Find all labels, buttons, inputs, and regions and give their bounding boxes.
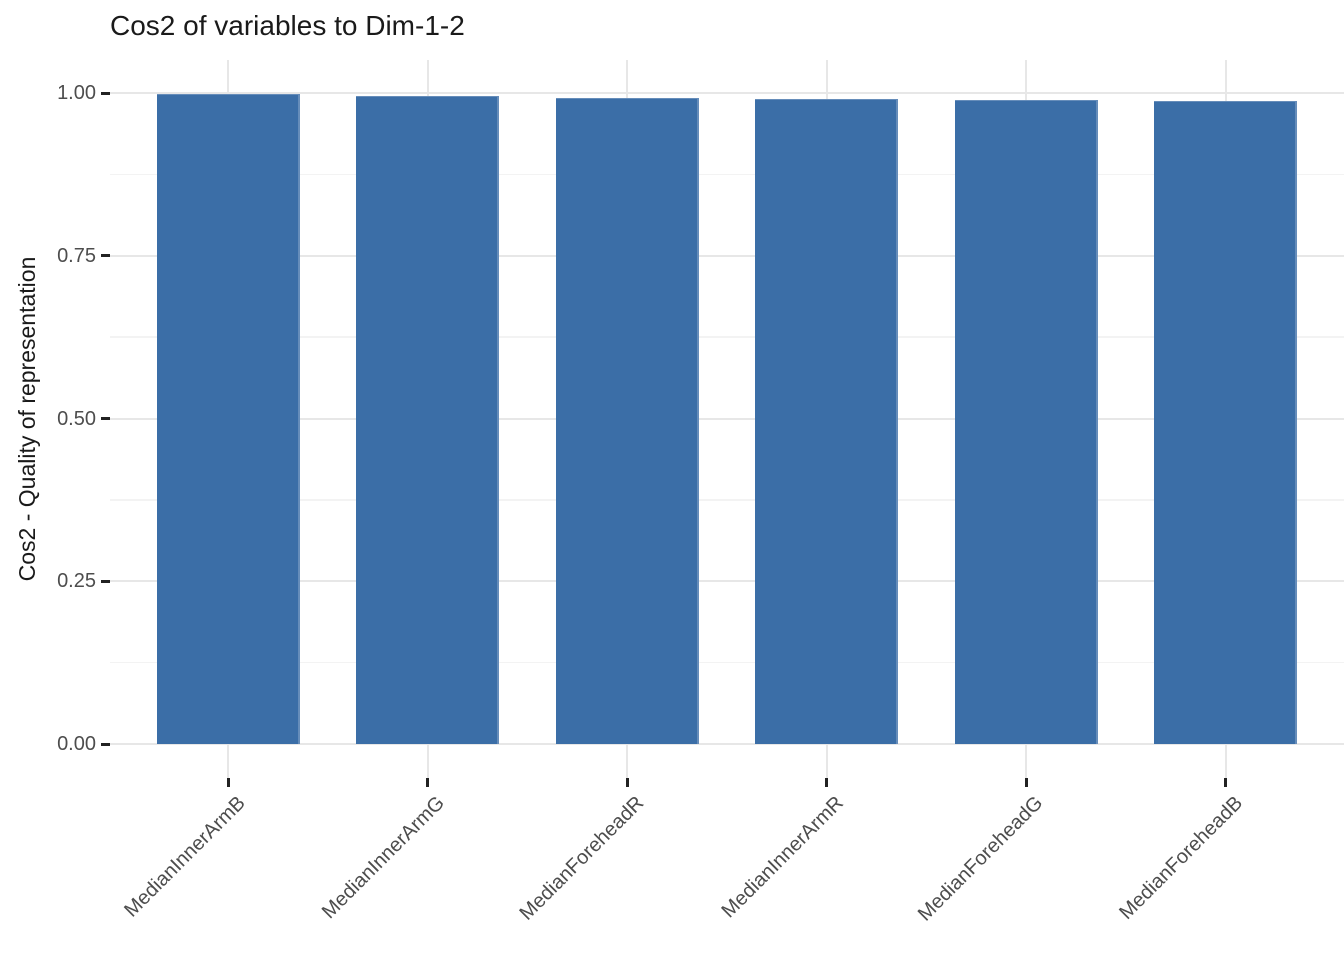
x-tick-label: MedianInnerArmB <box>120 792 250 922</box>
x-tick-mark <box>1024 778 1028 787</box>
bar-MedianForeheadB <box>1154 101 1297 744</box>
gridline-major <box>110 417 1344 420</box>
x-tick-label: MedianForeheadB <box>1115 792 1248 924</box>
x-tick-mark <box>226 778 230 787</box>
gridline-major <box>110 254 1344 257</box>
y-tick-label: 0.25 <box>57 570 96 593</box>
bar-MedianInnerArmB <box>156 94 300 744</box>
y-tick-label: 0.75 <box>57 244 96 267</box>
y-tick-mark <box>101 579 110 583</box>
y-tick-label: 1.00 <box>57 82 96 104</box>
gridline-major <box>110 92 1344 94</box>
y-tick-mark <box>101 742 110 746</box>
plot-title: Cos2 of variables to Dim-1-2 <box>110 10 465 41</box>
x-tick-mark <box>825 778 828 787</box>
bar-MedianInnerArmG <box>356 95 499 744</box>
x-tick-mark <box>1224 778 1227 787</box>
bar-MedianForeheadG <box>954 99 1098 744</box>
gridline-minor <box>110 336 1344 338</box>
y-tick-mark <box>101 254 110 258</box>
chart-panel <box>110 60 1344 778</box>
gridline-minor <box>110 173 1344 176</box>
bar-MedianInnerArmR <box>755 98 898 744</box>
x-tick-label: MedianInnerArmR <box>717 792 849 923</box>
gridline-major <box>110 580 1344 583</box>
x-tick-label: MedianForeheadR <box>515 792 649 925</box>
y-tick-mark <box>101 91 110 95</box>
y-tick-label: 0.50 <box>57 407 96 430</box>
y-tick-mark <box>101 417 110 420</box>
x-tick-mark <box>426 778 429 787</box>
gridline-major <box>110 743 1344 745</box>
gridline-minor <box>110 661 1344 664</box>
bar-MedianForeheadR <box>555 98 699 744</box>
gridline-minor <box>110 499 1344 501</box>
x-tick-label: MedianInnerArmG <box>317 792 450 924</box>
x-tick-label: MedianForeheadG <box>914 792 1048 926</box>
x-tick-mark <box>625 778 629 787</box>
y-tick-label: 0.00 <box>57 733 96 755</box>
